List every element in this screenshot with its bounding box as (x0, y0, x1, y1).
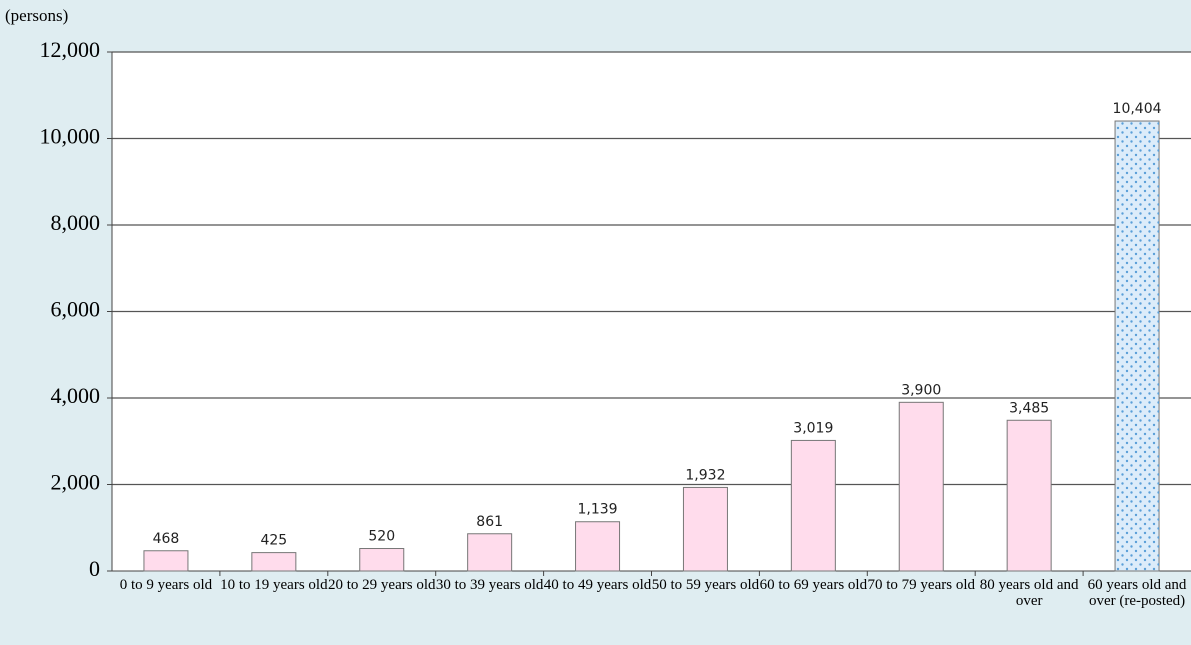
x-tick-label: 50 to 59 years old (651, 577, 760, 593)
value-label: 3,900 (901, 382, 941, 398)
value-label: 3,019 (793, 420, 833, 436)
x-tick-label: 0 to 9 years old (119, 577, 213, 593)
value-label: 468 (153, 531, 180, 547)
bar (682, 486, 728, 572)
value-label: 520 (368, 529, 395, 545)
y-tick-label: 10,000 (40, 124, 101, 149)
x-tick-label: 80 years old and over (979, 577, 1079, 609)
x-tick-label: 70 to 79 years old (867, 577, 975, 593)
y-tick-label: 8,000 (51, 210, 101, 235)
value-label: 1,139 (578, 502, 618, 518)
value-label: 861 (476, 514, 503, 530)
x-tick-label: 20 to 29 years old (328, 577, 436, 593)
y-tick-label: 12,000 (40, 37, 101, 62)
value-label: 3,485 (1009, 400, 1049, 416)
y-axis-label: (persons) (5, 6, 69, 25)
bar (143, 550, 189, 572)
bar (790, 439, 836, 572)
x-tick-label: 10 to 19 years old (220, 577, 328, 593)
y-tick-label: 2,000 (51, 470, 101, 495)
bar (898, 401, 944, 572)
bar (467, 533, 513, 572)
value-label: 425 (260, 533, 287, 549)
bar (1006, 419, 1052, 572)
bar (575, 521, 621, 572)
bar (359, 548, 405, 572)
x-tick-label: 30 to 39 years old (435, 577, 544, 593)
x-tick-label: 40 to 49 years old (543, 577, 652, 593)
y-tick-label: 6,000 (51, 297, 101, 322)
x-tick-label: 60 to 69 years old (759, 577, 868, 593)
value-label: 1,932 (685, 467, 725, 483)
y-tick-label: 4,000 (51, 383, 101, 408)
value-label: 10,404 (1113, 101, 1162, 117)
bar (251, 552, 297, 572)
x-tick-label: 60 years old and over (re-posted) (1087, 577, 1187, 609)
bar-pattern (1115, 121, 1160, 571)
y-tick-label: 0 (89, 556, 100, 581)
